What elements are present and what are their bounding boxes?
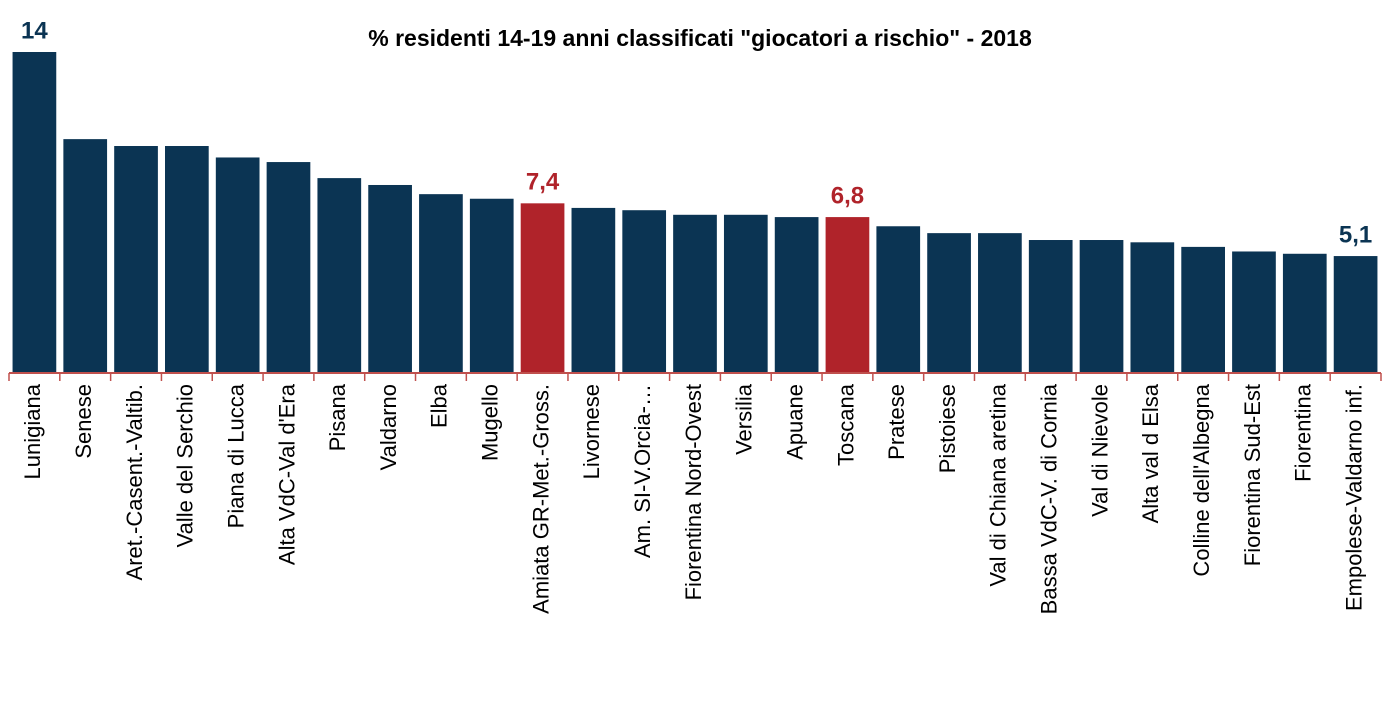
x-tick-label: Livornese	[579, 384, 604, 479]
x-tick-label: Val di Nievole	[1087, 384, 1112, 517]
bar	[825, 217, 870, 373]
bar	[1079, 240, 1124, 373]
data-label: 5,1	[1339, 221, 1372, 248]
x-tick-label: Alta VdC-Val d'Era	[274, 383, 299, 565]
bar	[723, 214, 768, 373]
bar	[876, 226, 921, 373]
bar	[368, 184, 412, 373]
x-tick-label: Senese	[71, 384, 96, 459]
bar	[317, 178, 362, 373]
x-tick-label: Elba	[427, 383, 452, 428]
bar	[1282, 253, 1327, 373]
x-tick-label: Apuane	[782, 384, 807, 460]
x-tick-label: Valdarno	[376, 384, 401, 470]
bar	[927, 233, 971, 373]
bar	[774, 217, 819, 373]
bar	[165, 146, 209, 373]
bar	[1130, 242, 1175, 373]
bar	[1232, 251, 1276, 373]
bar	[419, 194, 463, 373]
x-tick-label: Pistoiese	[935, 384, 960, 473]
bar	[12, 52, 57, 373]
bar	[1028, 240, 1073, 373]
x-tick-label: Fiorentina Sud-Est	[1240, 384, 1265, 566]
x-tick-label: Am. SI-V.Orcia-…	[630, 384, 655, 558]
x-tick-label: Pratese	[884, 384, 909, 460]
x-tick-label: Amiata GR-Met.-Gross.	[528, 384, 553, 614]
bar	[215, 157, 260, 373]
data-label: 6,8	[831, 182, 864, 209]
x-tick-label: Piana di Lucca	[223, 383, 248, 528]
x-tick-label: Mugello	[478, 384, 503, 461]
bar	[63, 139, 108, 373]
data-label: 14	[21, 17, 48, 44]
bar	[571, 207, 616, 373]
bar	[978, 233, 1022, 373]
chart-title: % residenti 14-19 anni classificati "gio…	[368, 25, 1032, 51]
x-tick-label: Fiorentina Nord-Ovest	[681, 384, 706, 600]
bar	[266, 162, 311, 373]
x-tick-label: Pisana	[325, 383, 350, 451]
x-tick-label: Aret.-Casent.-Valtib.	[122, 384, 147, 580]
x-tick-label: Toscana	[833, 383, 858, 466]
data-label: 7,4	[526, 169, 560, 196]
bar	[469, 198, 514, 373]
x-tick-label: Empolese-Valdarno inf.	[1341, 384, 1366, 611]
bar	[1181, 246, 1225, 373]
x-tick-label: Alta val d Elsa	[1138, 383, 1163, 523]
x-tick-label: Colline dell'Albegna	[1189, 383, 1214, 576]
bar	[520, 203, 565, 373]
bar	[1333, 256, 1378, 373]
x-tick-label: Lunigiana	[20, 383, 45, 479]
bar	[622, 210, 667, 373]
bar	[673, 214, 717, 373]
x-tick-label: Bassa VdC-V. di Cornia	[1037, 383, 1062, 614]
x-tick-label: Valle del Serchio	[173, 384, 198, 547]
x-tick-label: Versilia	[732, 383, 757, 455]
bar	[114, 146, 158, 373]
x-tick-label: Val di Chiana aretina	[986, 383, 1011, 586]
x-tick-label: Fiorentina	[1291, 383, 1316, 482]
